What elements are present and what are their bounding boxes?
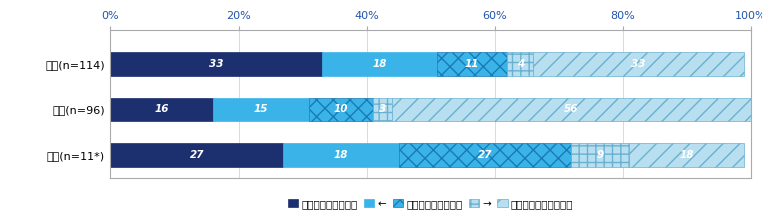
Bar	[309, 98, 373, 121]
Bar	[629, 143, 744, 167]
Text: 18: 18	[679, 150, 694, 160]
Text: 4: 4	[517, 59, 523, 69]
Bar	[322, 52, 437, 76]
Bar	[283, 143, 399, 167]
Text: 16: 16	[155, 105, 169, 115]
Bar	[373, 98, 392, 121]
Text: 15: 15	[254, 105, 268, 115]
Text: 27: 27	[478, 150, 492, 160]
Text: 56: 56	[564, 105, 578, 115]
Bar	[399, 143, 572, 167]
Bar	[533, 52, 744, 76]
Bar	[110, 52, 322, 76]
Bar	[572, 143, 629, 167]
Text: 9: 9	[597, 150, 604, 160]
Bar	[437, 52, 507, 76]
Text: 18: 18	[334, 150, 348, 160]
Text: 27: 27	[190, 150, 204, 160]
Text: 11: 11	[465, 59, 479, 69]
Bar	[110, 143, 283, 167]
Bar	[110, 98, 213, 121]
Bar	[213, 98, 309, 121]
Bar	[507, 52, 533, 76]
Text: 10: 10	[334, 105, 348, 115]
Text: 3: 3	[379, 105, 386, 115]
Legend: 事件が関係している, ←, どちらともいえない, →, 事件と全く関係がない: 事件が関係している, ←, どちらともいえない, →, 事件と全く関係がない	[283, 195, 578, 213]
Bar	[392, 98, 751, 121]
Text: 33: 33	[209, 59, 223, 69]
Text: 33: 33	[631, 59, 646, 69]
Text: 18: 18	[372, 59, 386, 69]
